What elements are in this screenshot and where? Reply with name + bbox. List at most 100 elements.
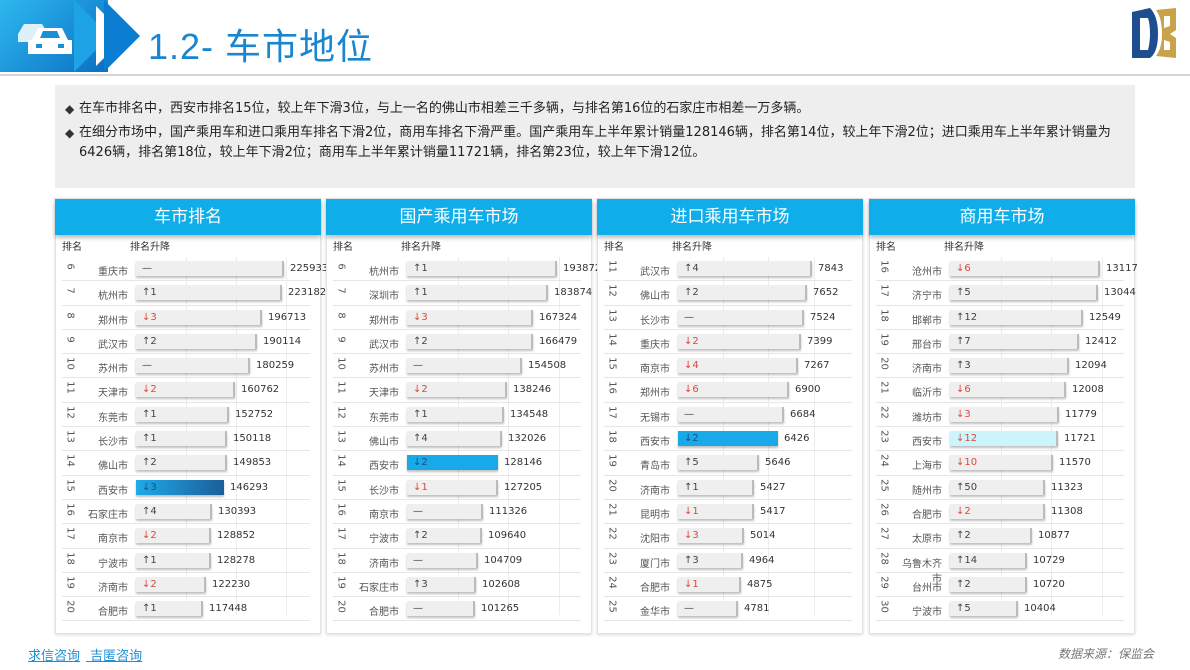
city-name: 济南市 [369, 558, 399, 570]
rank-number: 19 [878, 333, 890, 346]
value-bar [407, 552, 478, 568]
table-row: 19 济南市 ↓2 122230 [62, 573, 310, 598]
rank-number: 20 [606, 478, 618, 492]
table-row: 16 石家庄市 ↑4 130393 [62, 500, 310, 525]
value-bar [950, 552, 1027, 568]
table-row: 6 杭州市 ↑1 193872 [333, 257, 601, 282]
sales-value: 111326 [489, 505, 528, 517]
value-bar [678, 285, 807, 301]
sales-value: 7399 [807, 335, 833, 347]
table-row: 7 杭州市 ↑1 223182 [62, 281, 326, 306]
city-name: 南京市 [369, 509, 399, 521]
city-name: 宁波市 [98, 558, 128, 570]
city-name: 东莞市 [98, 412, 128, 424]
value-bar [950, 455, 1053, 471]
city-name: 临沂市 [912, 388, 942, 400]
rank-change: ↓3 [413, 311, 428, 323]
value-bar [678, 455, 759, 471]
value-bar [136, 285, 282, 301]
ranking-list: 16 沧州市 ↓6 13117 17 济宁市 ↑5 13044 18 邯郸市 ↑… [876, 257, 1138, 622]
column-headers: 排名 排名升降 [327, 238, 591, 254]
footer-link[interactable]: 吉匿咨询 [90, 649, 143, 664]
sales-value: 7652 [813, 287, 839, 299]
table-row: 9 武汉市 ↑2 166479 [333, 330, 581, 355]
rank-change: ↓2 [684, 335, 699, 347]
sales-value: 196713 [268, 311, 307, 323]
rank-number: 12 [606, 284, 618, 298]
header-divider [0, 74, 1190, 76]
rank-number: 11 [335, 381, 347, 395]
db-logo [1132, 8, 1176, 58]
rank-change: — [142, 360, 152, 372]
summary-bullet: ◆ 在细分市场中，国产乘用车和进口乘用车排名下滑2位，商用车排名下滑严重。国产乘… [65, 123, 1123, 163]
city-name: 宁波市 [912, 607, 942, 619]
city-name: 佛山市 [640, 291, 670, 303]
rank-change: — [413, 554, 423, 566]
sales-value: 128278 [217, 554, 256, 566]
rank-change: ↓3 [142, 311, 157, 323]
city-name: 济南市 [98, 582, 128, 594]
rank-change: ↑3 [413, 578, 428, 590]
diamond-bullet-icon: ◆ [65, 126, 75, 140]
sales-value: 223182 [288, 287, 327, 299]
city-name: 重庆市 [640, 339, 670, 351]
rank-change: ↑3 [956, 360, 971, 372]
value-bar [678, 261, 812, 276]
value-bar [136, 431, 227, 447]
table-row: 16 沧州市 ↓6 13117 [876, 257, 1138, 282]
rank-number: 26 [878, 503, 890, 516]
table-row: 6 重庆市 — 225933 [62, 257, 328, 282]
city-name: 深圳市 [369, 291, 399, 303]
table-row: 9 武汉市 ↑2 190114 [62, 330, 310, 355]
city-name: 天津市 [369, 388, 399, 400]
value-bar [407, 382, 507, 398]
table-row: 13 佛山市 ↑4 132026 [333, 427, 581, 452]
data-source: 数据来源：保监会 [1058, 647, 1155, 661]
rank-number: 10 [335, 357, 347, 371]
rank-number: 8 [335, 311, 347, 319]
rank-number: 20 [335, 600, 347, 614]
table-row: 21 临沂市 ↓6 12008 [876, 378, 1124, 403]
city-name: 邯郸市 [912, 315, 942, 327]
table-row: 12 佛山市 ↑2 7652 [604, 281, 852, 306]
value-bar [136, 455, 227, 471]
city-name: 昆明市 [640, 509, 670, 521]
grid-line [1101, 257, 1103, 615]
value-bar [678, 309, 804, 325]
value-bar [950, 479, 1045, 495]
city-name: 郑州市 [640, 388, 670, 400]
city-name: 长沙市 [98, 437, 128, 449]
rank-change: — [684, 408, 694, 420]
rank-number: 12 [335, 405, 347, 419]
rank-change: ↓4 [684, 360, 699, 372]
sales-value: 11323 [1051, 481, 1083, 493]
table-row: 14 佛山市 ↑2 149853 [62, 451, 310, 476]
sales-value: 160762 [241, 384, 280, 396]
city-name: 济南市 [640, 485, 670, 497]
footer-link[interactable]: 求信咨询 [28, 649, 81, 664]
summary-box: ◆ 在车市排名中，西安市排名15位，较上年下滑3位，与上一名的佛山市相差三千多辆… [55, 85, 1135, 188]
rank-number: 19 [335, 575, 347, 589]
car-icon [18, 24, 72, 54]
table-row: 17 宁波市 ↑2 109640 [333, 524, 581, 549]
table-row: 11 天津市 ↓2 138246 [333, 378, 581, 403]
rank-number: 7 [64, 287, 76, 294]
sales-value: 132026 [508, 433, 547, 445]
sales-value: 180259 [256, 360, 295, 372]
value-bar [950, 382, 1066, 398]
value-bar [678, 358, 798, 374]
rank-number: 18 [878, 308, 890, 322]
city-name: 无锡市 [640, 412, 670, 424]
city-name: 合肥市 [98, 607, 128, 619]
sales-value: 11779 [1065, 408, 1097, 420]
sales-value: 190114 [263, 335, 302, 347]
rank-number: 24 [878, 454, 890, 468]
rank-number: 17 [335, 527, 347, 541]
panel-title: 车市排名 [55, 199, 321, 235]
value-bar [136, 261, 284, 276]
table-row: 13 长沙市 — 7524 [604, 306, 852, 330]
sales-value: 128146 [504, 457, 543, 469]
value-bar [136, 552, 211, 568]
sales-value: 5014 [750, 530, 776, 542]
rank-number: 17 [64, 527, 76, 541]
